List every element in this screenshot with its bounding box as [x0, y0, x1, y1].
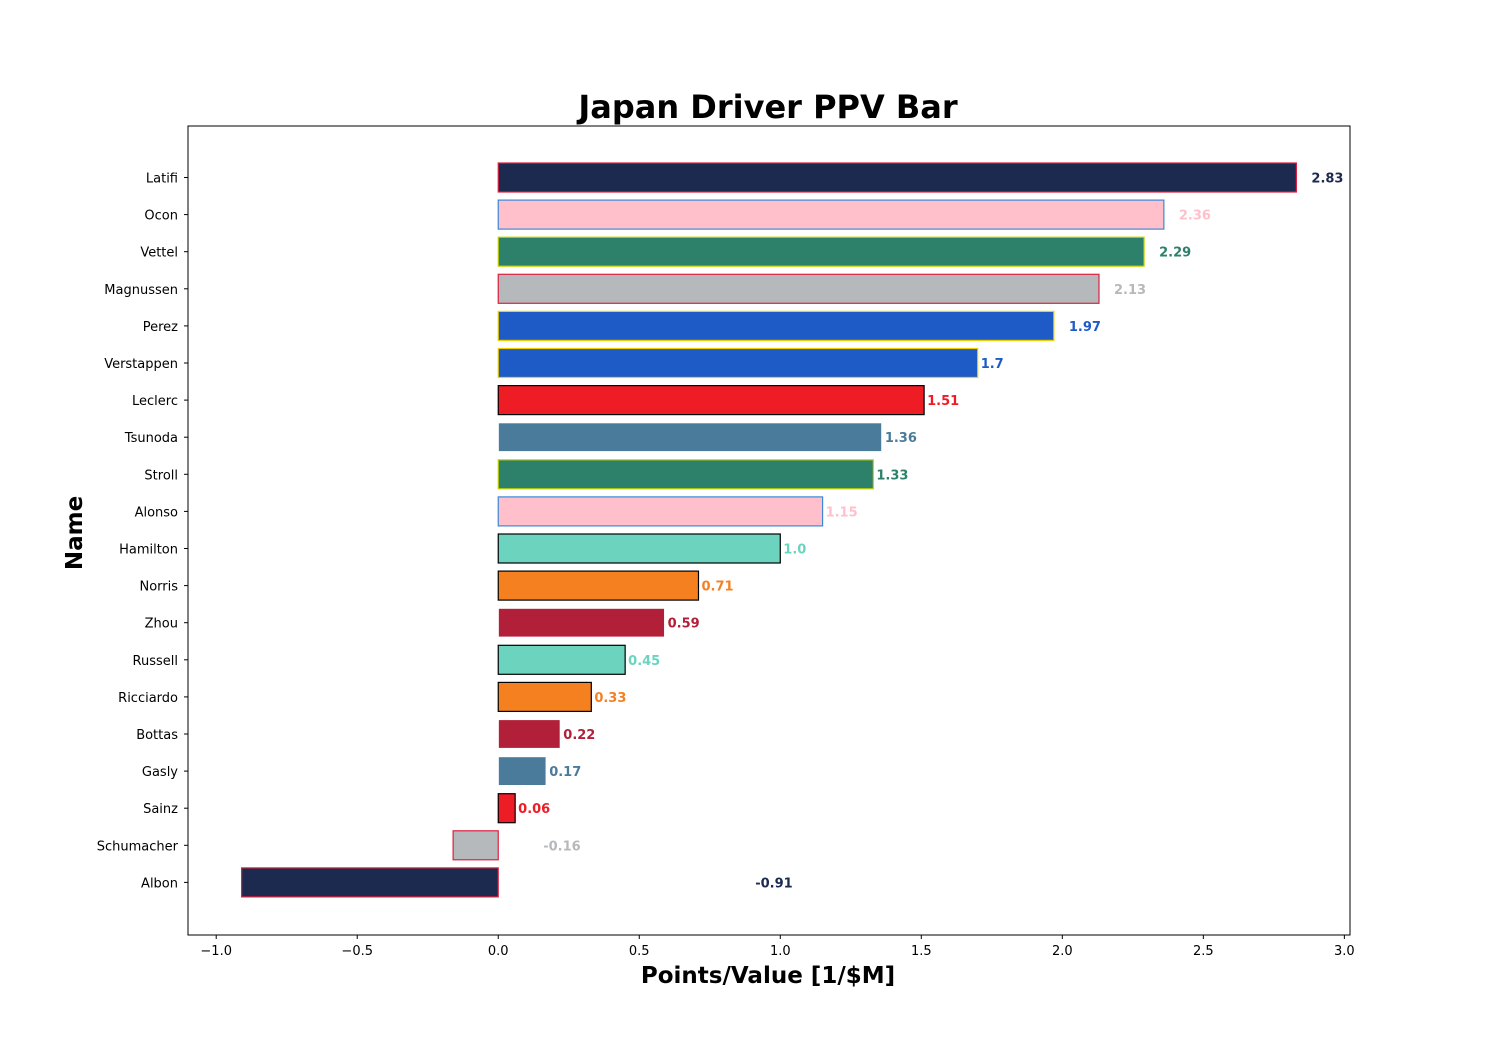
y-tick-label-alonso: Alonso	[135, 505, 178, 520]
x-tick-label-0: −1.0	[200, 944, 232, 959]
bar-ocon	[497, 199, 1165, 230]
x-tick-label-2: 0.0	[488, 944, 509, 959]
bar-ricciardo	[497, 681, 592, 713]
y-tick-label-tsunoda: Tsunoda	[124, 431, 178, 446]
value-label-verstappen: 1.7	[981, 357, 1004, 372]
value-label-russell: 0.45	[628, 654, 660, 669]
value-label-hamilton: 1.0	[783, 543, 806, 558]
y-tick-label-albon: Albon	[141, 876, 178, 891]
value-label-albon: -0.91	[755, 876, 792, 891]
value-label-vettel: 2.29	[1159, 246, 1191, 261]
y-tick-label-latifi: Latifi	[146, 172, 178, 187]
bar-vettel	[497, 236, 1145, 267]
bar-stroll	[497, 459, 874, 490]
x-tick-label-4: 1.0	[770, 944, 791, 959]
y-tick-label-vettel: Vettel	[140, 246, 178, 261]
value-label-perez: 1.97	[1069, 320, 1101, 335]
y-tick-label-gasly: Gasly	[142, 765, 178, 780]
y-tick-label-zhou: Zhou	[145, 617, 178, 632]
y-tick-label-ricciardo: Ricciardo	[118, 691, 178, 706]
y-tick-label-perez: Perez	[143, 320, 178, 335]
bars-layer	[240, 162, 1298, 898]
plot-area-frame	[187, 125, 1351, 936]
y-axis-title: Name	[62, 496, 88, 570]
value-label-tsunoda: 1.36	[885, 431, 917, 446]
bar-russell	[497, 644, 626, 675]
value-label-zhou: 0.59	[668, 617, 700, 632]
value-label-magnussen: 2.13	[1114, 283, 1146, 298]
y-axis: Latifi Ocon Vettel Magnussen Perez Verstappen…	[97, 172, 188, 891]
value-label-stroll: 1.33	[876, 468, 908, 483]
bar-latifi	[497, 162, 1298, 193]
y-tick-label-verstappen: Verstappen	[104, 357, 178, 372]
bar-alonso	[497, 496, 824, 527]
bar-albon	[240, 867, 499, 898]
bar-schumacher	[452, 830, 499, 861]
bar-sainz	[497, 793, 516, 824]
value-label-gasly: 0.17	[549, 765, 581, 780]
value-label-norris: 0.71	[701, 580, 733, 595]
y-tick-label-leclerc: Leclerc	[132, 394, 178, 409]
x-tick-label-6: 2.0	[1052, 944, 1073, 959]
x-tick-label-7: 2.5	[1193, 944, 1214, 959]
value-label-schumacher: -0.16	[543, 839, 580, 854]
x-tick-label-5: 1.5	[911, 944, 932, 959]
bar-perez	[497, 310, 1055, 341]
x-axis-title: Points/Value [1/$M]	[641, 963, 895, 989]
bar-verstappen	[497, 347, 979, 379]
y-tick-label-sainz: Sainz	[143, 802, 178, 817]
bar-gasly	[497, 755, 547, 787]
bar-norris	[497, 570, 700, 601]
y-tick-label-norris: Norris	[139, 580, 178, 595]
y-tick-label-bottas: Bottas	[136, 728, 178, 743]
value-labels-layer: 2.83 2.36 2.29 2.13 1.97 1.7 1.51 1.36 1.33 1.15 1…	[518, 172, 1343, 892]
bar-bottas	[497, 718, 561, 750]
bar-tsunoda	[497, 422, 883, 453]
chart-title: Japan Driver PPV Bar	[576, 88, 958, 126]
y-tick-label-stroll: Stroll	[144, 468, 178, 483]
value-label-leclerc: 1.51	[927, 394, 959, 409]
bar-magnussen	[497, 273, 1100, 304]
y-tick-label-ocon: Ocon	[144, 209, 178, 224]
value-label-alonso: 1.15	[826, 505, 858, 520]
bar-zhou	[497, 607, 666, 638]
x-tick-label-3: 0.5	[629, 944, 650, 959]
y-tick-label-schumacher: Schumacher	[97, 839, 179, 854]
value-label-sainz: 0.06	[518, 802, 550, 817]
x-axis: −1.0 −0.5 0.0 0.5 1.0 1.5 2.0 2.5 3.0	[200, 935, 1355, 959]
bar-leclerc	[497, 385, 925, 416]
x-tick-label-1: −0.5	[341, 944, 373, 959]
value-label-ocon: 2.36	[1179, 209, 1211, 224]
value-label-latifi: 2.83	[1311, 172, 1343, 187]
bar-hamilton	[497, 533, 781, 564]
y-tick-label-magnussen: Magnussen	[104, 283, 178, 298]
y-tick-label-russell: Russell	[133, 654, 178, 669]
value-label-ricciardo: 0.33	[594, 691, 626, 706]
x-tick-label-8: 3.0	[1334, 944, 1355, 959]
y-tick-label-hamilton: Hamilton	[119, 543, 178, 558]
value-label-bottas: 0.22	[563, 728, 595, 743]
